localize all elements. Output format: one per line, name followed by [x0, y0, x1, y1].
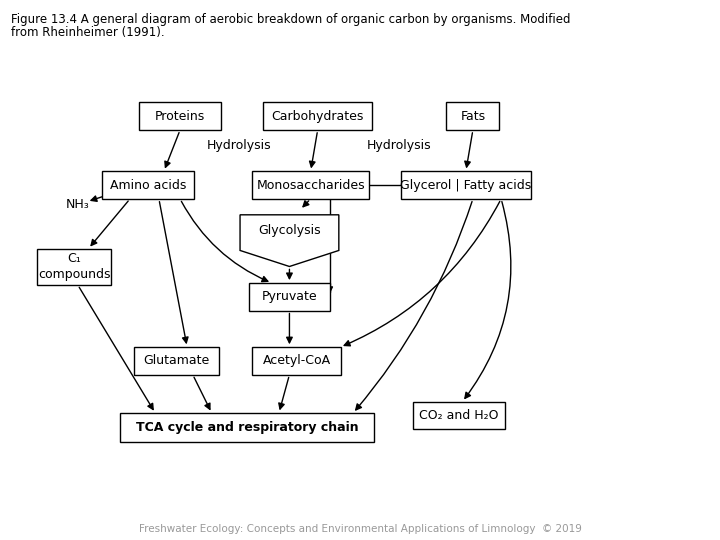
Text: Proteins: Proteins	[155, 110, 205, 123]
Text: CO₂ and H₂O: CO₂ and H₂O	[419, 409, 498, 422]
Text: Carbohydrates: Carbohydrates	[271, 110, 364, 123]
Text: Freshwater Ecology: Concepts and Environmental Applications of Limnology  © 2019: Freshwater Ecology: Concepts and Environ…	[138, 523, 582, 534]
Text: Monosaccharides: Monosaccharides	[256, 179, 365, 192]
FancyBboxPatch shape	[37, 249, 112, 285]
FancyBboxPatch shape	[253, 171, 369, 199]
FancyBboxPatch shape	[253, 347, 341, 375]
FancyBboxPatch shape	[120, 413, 374, 442]
FancyBboxPatch shape	[249, 283, 330, 310]
Polygon shape	[240, 215, 339, 266]
Text: Glycolysis: Glycolysis	[258, 224, 320, 237]
FancyBboxPatch shape	[102, 171, 194, 199]
Text: NH₃: NH₃	[66, 198, 89, 211]
Text: Hydrolysis: Hydrolysis	[207, 139, 271, 152]
Text: Pyruvate: Pyruvate	[261, 291, 318, 303]
Text: Glycerol | Fatty acids: Glycerol | Fatty acids	[400, 179, 531, 192]
FancyBboxPatch shape	[263, 103, 372, 130]
Text: from Rheinheimer (1991).: from Rheinheimer (1991).	[11, 26, 164, 39]
Text: Fats: Fats	[460, 110, 485, 123]
Text: TCA cycle and respiratory chain: TCA cycle and respiratory chain	[136, 421, 359, 434]
FancyBboxPatch shape	[413, 402, 505, 429]
Text: Glutamate: Glutamate	[143, 354, 210, 367]
Text: Hydrolysis: Hydrolysis	[366, 139, 431, 152]
Text: C₁
compounds: C₁ compounds	[38, 252, 110, 281]
Text: Acetyl-CoA: Acetyl-CoA	[262, 354, 330, 367]
FancyBboxPatch shape	[446, 103, 500, 130]
Text: Figure 13.4 A general diagram of aerobic breakdown of organic carbon by organism: Figure 13.4 A general diagram of aerobic…	[11, 14, 570, 26]
Text: Amino acids: Amino acids	[110, 179, 186, 192]
FancyBboxPatch shape	[140, 103, 220, 130]
FancyBboxPatch shape	[400, 171, 531, 199]
FancyBboxPatch shape	[134, 347, 219, 375]
